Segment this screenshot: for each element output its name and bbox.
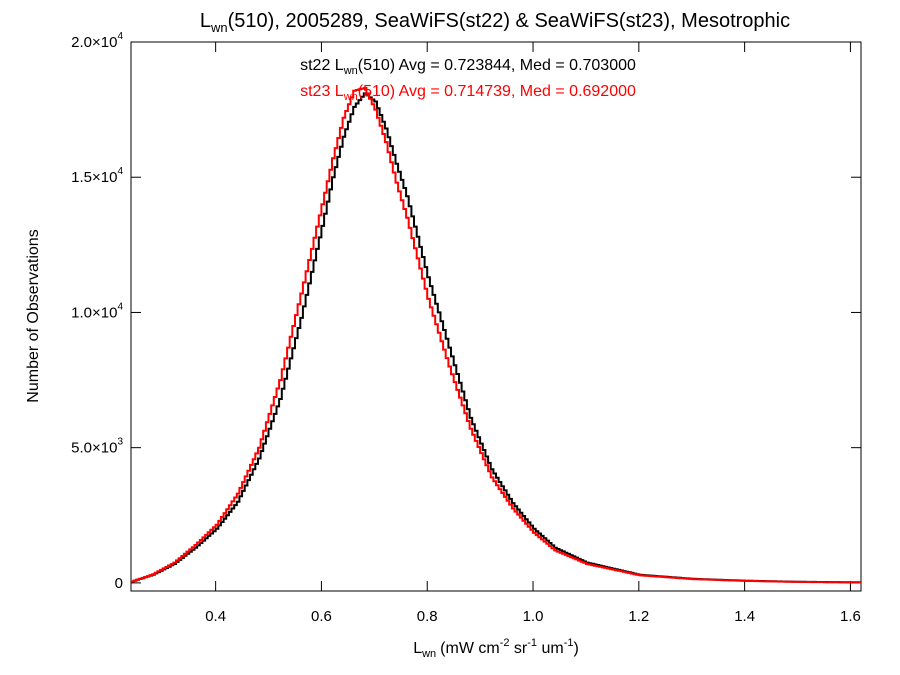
y-tick-mantissa: 0: [115, 575, 123, 592]
y-tick-label: 5.0×103: [71, 437, 123, 457]
x-label-mid2: um: [537, 640, 564, 657]
x-tick-label: 1.2: [628, 608, 649, 625]
series-st22-line: [131, 92, 861, 584]
x-label-unit: (mW cm: [440, 640, 500, 657]
y-tick-mantissa: 5.0×10: [71, 440, 117, 457]
x-label-end: ): [573, 640, 578, 657]
plot-frame: [130, 41, 862, 592]
legend-st23-post: (510) Avg = 0.714739, Med = 0.692000: [358, 83, 636, 100]
chart-title-rest: (510), 2005289, SeaWiFS(st22) & SeaWiFS(…: [228, 10, 790, 32]
legend-st22-post: (510) Avg = 0.723844, Med = 0.703000: [358, 57, 636, 74]
y-tick-mantissa: 1.5×10: [71, 169, 117, 186]
legend-st23: st23 Lwn(510) Avg = 0.714739, Med = 0.69…: [300, 83, 636, 103]
legend-st22-sub: wn: [343, 65, 358, 77]
chart-title-sub: wn: [210, 20, 228, 35]
y-tick-exponent: 3: [117, 437, 123, 448]
x-tick-label: 1.6: [840, 608, 861, 625]
x-tick-label: 0.4: [205, 608, 226, 625]
legend-st23-pre: st23 L: [300, 83, 344, 100]
y-tick-label: 2.0×104: [71, 31, 123, 51]
x-tick-label: 1.4: [734, 608, 755, 625]
y-tick-exponent: 4: [117, 166, 123, 177]
x-tick-label: 1.0: [523, 608, 544, 625]
y-tick-exponent: 4: [117, 31, 123, 42]
x-label-base: L: [413, 640, 422, 657]
legend-st23-sub: wn: [343, 91, 358, 103]
x-tick-label: 0.6: [311, 608, 332, 625]
x-label-sup1: -2: [500, 637, 510, 649]
chart-title-base: L: [200, 10, 211, 32]
series-layer: [131, 87, 861, 584]
legend-st22-pre: st22 L: [300, 57, 344, 74]
y-tick-label: 1.0×104: [71, 301, 123, 321]
x-label-sub: wn: [421, 648, 436, 660]
series-st23-line: [131, 87, 861, 584]
x-axis-ticks: 0.4 0.6 0.8 1.0 1.2 1.4 1.6: [205, 42, 861, 625]
x-axis-label: Lwn (mW cm-2 sr-1 um-1): [413, 637, 579, 660]
x-label-mid1: sr: [509, 640, 527, 657]
y-axis-label: Number of Observations: [25, 229, 42, 402]
y-tick-label: 0: [115, 575, 123, 592]
y-tick-mantissa: 2.0×10: [71, 34, 117, 51]
x-tick-label: 0.8: [417, 608, 438, 625]
y-tick-exponent: 4: [117, 301, 123, 312]
y-tick-mantissa: 1.0×10: [71, 304, 117, 321]
y-tick-label: 1.5×104: [71, 166, 123, 186]
x-label-sup3: -1: [564, 637, 574, 649]
x-label-sup2: -1: [527, 637, 537, 649]
legend-st22: st22 Lwn(510) Avg = 0.723844, Med = 0.70…: [300, 57, 636, 77]
chart-title: Lwn(510), 2005289, SeaWiFS(st22) & SeaWi…: [200, 10, 790, 35]
